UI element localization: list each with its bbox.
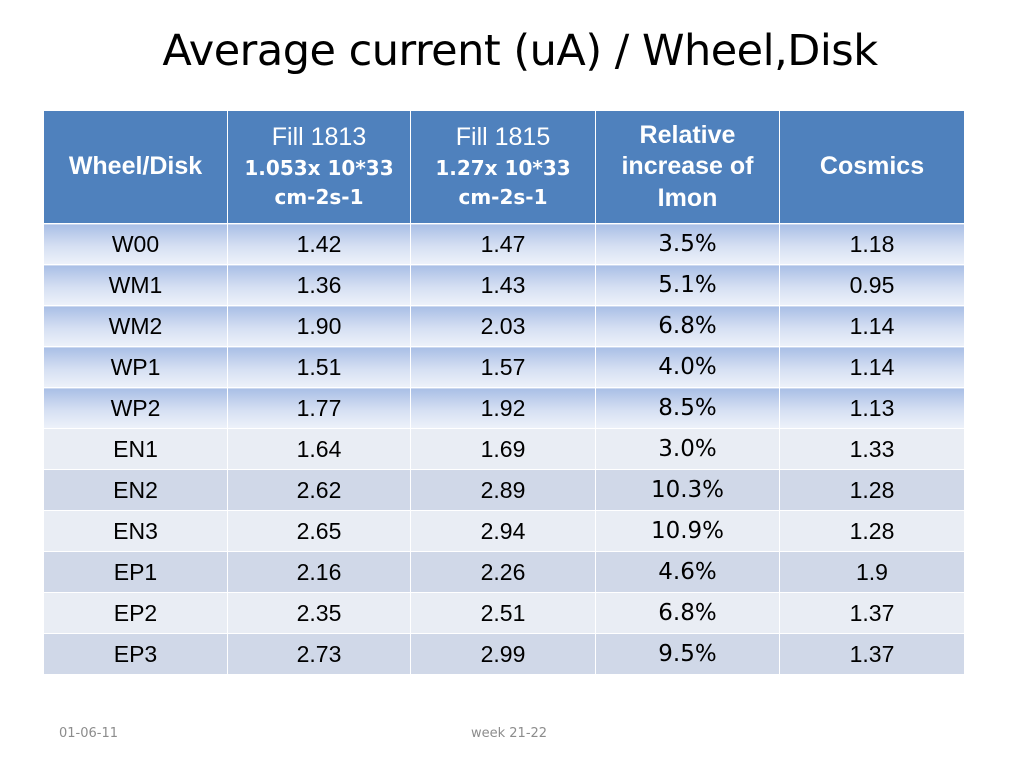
cell-wheel-disk: EP3 (43, 633, 228, 675)
header-relative-line1: Relative (639, 121, 736, 150)
cell-fill-1813: 1.90 (227, 305, 411, 347)
header-relative-line3: Imon (657, 183, 718, 212)
slide-title: Average current (uA) / Wheel,Disk (162, 26, 878, 76)
cell-fill-1815: 2.03 (410, 305, 596, 347)
cell-fill-1815: 1.47 (410, 223, 596, 265)
cell-fill-1815: 2.99 (410, 633, 596, 675)
cell-cosmics: 1.14 (779, 305, 965, 347)
cell-fill-1813: 2.62 (227, 469, 411, 511)
header-fill-1815-label: Fill 1815 (455, 123, 551, 152)
cell-cosmics: 1.9 (779, 551, 965, 593)
cell-cosmics: 1.33 (779, 428, 965, 470)
footer-week: week 21-22 (471, 726, 548, 741)
table-row: WP1 1.51 1.57 4.0% 1.14 (43, 346, 965, 388)
header-wheel-disk-label: Wheel/Disk (68, 152, 203, 181)
cell-fill-1813: 2.16 (227, 551, 411, 593)
header-wheel-disk: Wheel/Disk (43, 110, 228, 224)
cell-relative-increase: 9.5% (595, 633, 780, 675)
cell-cosmics: 1.13 (779, 387, 965, 429)
table-row: WM2 1.90 2.03 6.8% 1.14 (43, 305, 965, 347)
cell-relative-increase: 6.8% (595, 305, 780, 347)
table-row: WM1 1.36 1.43 5.1% 0.95 (43, 264, 965, 306)
header-fill-1815-unit: cm-2s-1 (458, 184, 548, 209)
cell-relative-increase: 10.3% (595, 469, 780, 511)
cell-fill-1813: 2.35 (227, 592, 411, 634)
cell-cosmics: 1.28 (779, 469, 965, 511)
header-row: Wheel/Disk Fill 1813 1.053x 10*33 cm-2s-… (43, 110, 965, 224)
cell-wheel-disk: WP1 (43, 346, 228, 388)
header-relative-increase: Relative increase of Imon (595, 110, 780, 224)
cell-wheel-disk: WM2 (43, 305, 228, 347)
cell-wheel-disk: WM1 (43, 264, 228, 306)
header-cosmics: Cosmics (779, 110, 965, 224)
cell-fill-1815: 1.43 (410, 264, 596, 306)
cell-cosmics: 1.37 (779, 633, 965, 675)
cell-fill-1813: 2.65 (227, 510, 411, 552)
header-fill-1815: Fill 1815 1.27x 10*33 cm-2s-1 (410, 110, 596, 224)
cell-relative-increase: 3.5% (595, 223, 780, 265)
cell-wheel-disk: EN3 (43, 510, 228, 552)
cell-cosmics: 1.14 (779, 346, 965, 388)
cell-relative-increase: 8.5% (595, 387, 780, 429)
header-cosmics-label: Cosmics (819, 152, 925, 181)
table-body: W00 1.42 1.47 3.5% 1.18 WM1 1.36 1.43 5.1% 0.95 WM… (43, 223, 965, 675)
cell-fill-1815: 2.26 (410, 551, 596, 593)
cell-wheel-disk: EN1 (43, 428, 228, 470)
cell-relative-increase: 3.0% (595, 428, 780, 470)
cell-relative-increase: 4.6% (595, 551, 780, 593)
cell-fill-1813: 1.42 (227, 223, 411, 265)
cell-fill-1815: 1.69 (410, 428, 596, 470)
header-relative-line2: increase of (621, 152, 754, 181)
cell-fill-1815: 2.89 (410, 469, 596, 511)
cell-fill-1813: 1.77 (227, 387, 411, 429)
header-fill-1815-lumi: 1.27x 10*33 (435, 155, 571, 180)
cell-relative-increase: 10.9% (595, 510, 780, 552)
cell-fill-1813: 1.36 (227, 264, 411, 306)
cell-relative-increase: 6.8% (595, 592, 780, 634)
cell-fill-1815: 1.92 (410, 387, 596, 429)
cell-fill-1813: 1.64 (227, 428, 411, 470)
table-row: EP1 2.16 2.26 4.6% 1.9 (43, 551, 965, 593)
cell-wheel-disk: EN2 (43, 469, 228, 511)
table-row: EN2 2.62 2.89 10.3% 1.28 (43, 469, 965, 511)
cell-fill-1813: 1.51 (227, 346, 411, 388)
cell-relative-increase: 5.1% (595, 264, 780, 306)
table-row: EN3 2.65 2.94 10.9% 1.28 (43, 510, 965, 552)
cell-fill-1813: 2.73 (227, 633, 411, 675)
footer-date: 01-06-11 (59, 726, 119, 741)
table-row: EN1 1.64 1.69 3.0% 1.33 (43, 428, 965, 470)
header-fill-1813-unit: cm-2s-1 (274, 184, 364, 209)
cell-cosmics: 1.37 (779, 592, 965, 634)
cell-wheel-disk: WP2 (43, 387, 228, 429)
cell-relative-increase: 4.0% (595, 346, 780, 388)
cell-fill-1815: 2.94 (410, 510, 596, 552)
table-row: W00 1.42 1.47 3.5% 1.18 (43, 223, 965, 265)
header-fill-1813-label: Fill 1813 (271, 123, 367, 152)
cell-fill-1815: 1.57 (410, 346, 596, 388)
cell-wheel-disk: EP2 (43, 592, 228, 634)
cell-cosmics: 1.28 (779, 510, 965, 552)
current-table: Wheel/Disk Fill 1813 1.053x 10*33 cm-2s-… (43, 110, 965, 675)
cell-fill-1815: 2.51 (410, 592, 596, 634)
cell-wheel-disk: EP1 (43, 551, 228, 593)
header-fill-1813-lumi: 1.053x 10*33 (244, 155, 394, 180)
cell-wheel-disk: W00 (43, 223, 228, 265)
table-row: WP2 1.77 1.92 8.5% 1.13 (43, 387, 965, 429)
table-row: EP3 2.73 2.99 9.5% 1.37 (43, 633, 965, 675)
cell-cosmics: 1.18 (779, 223, 965, 265)
table-row: EP2 2.35 2.51 6.8% 1.37 (43, 592, 965, 634)
header-fill-1813: Fill 1813 1.053x 10*33 cm-2s-1 (227, 110, 411, 224)
cell-cosmics: 0.95 (779, 264, 965, 306)
